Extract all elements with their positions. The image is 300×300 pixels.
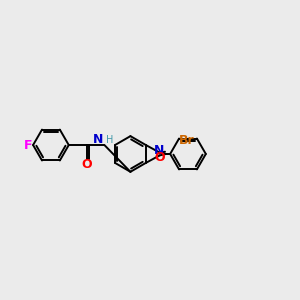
Text: O: O: [81, 158, 92, 171]
Text: N: N: [93, 133, 103, 146]
Text: O: O: [155, 151, 165, 164]
Text: F: F: [23, 139, 32, 152]
Text: H: H: [106, 135, 113, 145]
Text: Br: Br: [179, 134, 195, 148]
Text: N: N: [154, 144, 164, 157]
